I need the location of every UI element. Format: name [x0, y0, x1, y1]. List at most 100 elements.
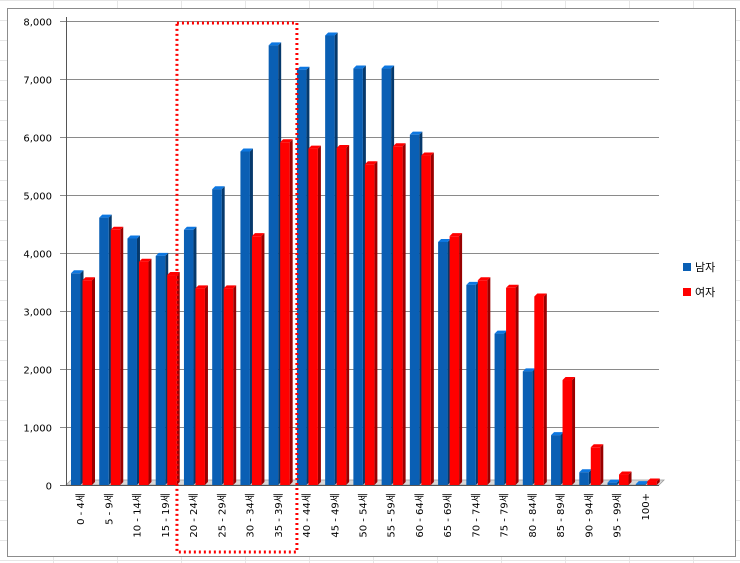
- bar-female-top: [195, 285, 208, 289]
- bar-female: [336, 148, 347, 485]
- bar-female-side: [543, 293, 547, 485]
- x-tick-label: 30 - 34세: [245, 493, 257, 538]
- bar-male-top: [71, 270, 84, 274]
- bar-male: [268, 45, 279, 486]
- bar-male: [438, 241, 448, 485]
- bar-female-side: [430, 152, 434, 485]
- y-tick-label: 1,000: [23, 424, 52, 435]
- y-tick-label: 8,000: [23, 18, 52, 29]
- bar-female: [364, 164, 375, 485]
- bar-female-top: [647, 478, 660, 482]
- bar-female: [195, 288, 205, 485]
- bar-female: [308, 148, 318, 485]
- bar-female: [138, 261, 149, 485]
- x-tick-label: 20 - 24세: [188, 493, 200, 538]
- x-tick-label: 50 - 54세: [358, 493, 370, 538]
- bar-male-top: [212, 186, 225, 190]
- x-tick-label: 65 - 69세: [442, 493, 454, 538]
- bar-male: [466, 284, 476, 485]
- bar-female: [421, 155, 431, 485]
- bar-female-top: [138, 258, 152, 262]
- bar-male-top: [409, 131, 423, 135]
- x-tick-label: 45 - 49세: [329, 493, 341, 538]
- bar-male-top: [325, 32, 338, 36]
- bar-male: [522, 371, 533, 485]
- bar-male: [212, 189, 222, 485]
- x-tick-label: 60 - 64세: [414, 493, 426, 538]
- bar-female-side: [628, 471, 632, 485]
- bar-female: [619, 474, 629, 485]
- bar-male: [99, 217, 109, 485]
- bar-female-side: [572, 377, 576, 485]
- legend-label: 여자: [695, 286, 715, 299]
- bar-female-top: [393, 143, 406, 147]
- bar-female: [280, 142, 290, 485]
- bar-female-top: [110, 226, 124, 230]
- bar-male-top: [494, 330, 508, 334]
- bar-female: [477, 280, 488, 485]
- bar-male-top: [438, 238, 451, 242]
- bar-male: [381, 68, 392, 485]
- bar-female: [534, 296, 544, 485]
- bar-female-side: [487, 277, 491, 485]
- bar-male-top: [635, 481, 649, 485]
- x-tick-label: 85 - 89세: [555, 493, 567, 538]
- bar-female: [110, 229, 121, 485]
- bar-male: [325, 35, 335, 485]
- bar-male-top: [127, 235, 140, 239]
- bar-male: [127, 238, 137, 485]
- bar-female-top: [590, 444, 604, 448]
- x-tick-label: 10 - 14세: [132, 493, 144, 538]
- y-tick-label: 0: [46, 482, 52, 493]
- bar-female-side: [204, 285, 208, 485]
- x-tick-label: 100+: [641, 493, 652, 520]
- x-tick-label: 95 - 99세: [612, 493, 624, 538]
- x-tick-label: 80 - 84세: [527, 493, 539, 538]
- bar-female: [647, 481, 657, 485]
- y-tick-label: 7,000: [23, 76, 52, 87]
- bar-female-side: [148, 258, 152, 485]
- x-tick-label: 40 - 44세: [301, 493, 313, 538]
- bar-female-side: [402, 143, 406, 485]
- bar-male-top: [240, 148, 253, 152]
- bar-female-side: [374, 161, 378, 485]
- bar-male: [551, 435, 561, 485]
- bar-female-top: [336, 145, 350, 149]
- bar-female-top: [82, 277, 95, 281]
- bar-female-side: [346, 145, 350, 485]
- legend-swatch: [683, 263, 691, 271]
- bar-female-side: [289, 139, 293, 485]
- bar-female-top: [506, 284, 519, 288]
- bar-male-top: [268, 42, 282, 46]
- bar-male-top: [296, 66, 310, 70]
- bar-female-side: [261, 233, 265, 485]
- x-tick-label: 75 - 79세: [499, 493, 511, 538]
- bar-male-top: [579, 469, 592, 473]
- bar-male: [579, 472, 589, 485]
- x-tick-label: 55 - 59세: [386, 493, 398, 538]
- bar-male-top: [522, 368, 536, 372]
- bar-female-side: [459, 233, 463, 485]
- bar-male: [71, 273, 81, 485]
- bar-female: [449, 236, 460, 485]
- bar-male: [635, 484, 646, 485]
- bar-male: [155, 255, 166, 485]
- x-tick-label: 70 - 74세: [470, 493, 482, 538]
- bar-female-side: [120, 226, 124, 486]
- bar-male-top: [551, 432, 564, 436]
- bar-female: [167, 275, 177, 485]
- bar-male-top: [183, 226, 197, 230]
- y-tick-label: 4,000: [23, 250, 52, 261]
- bar-male-top: [607, 479, 621, 483]
- bar-male: [353, 68, 363, 485]
- y-tick-label: 5,000: [23, 192, 52, 203]
- x-tick-label: 90 - 94세: [583, 493, 595, 538]
- bar-female: [223, 288, 234, 485]
- x-tick-label: 5 - 9세: [103, 493, 115, 525]
- bar-female-side: [515, 284, 519, 485]
- bar-female-top: [251, 233, 265, 237]
- bar-female-side: [92, 277, 95, 485]
- bar-male: [494, 333, 505, 485]
- bar-female-side: [656, 478, 660, 485]
